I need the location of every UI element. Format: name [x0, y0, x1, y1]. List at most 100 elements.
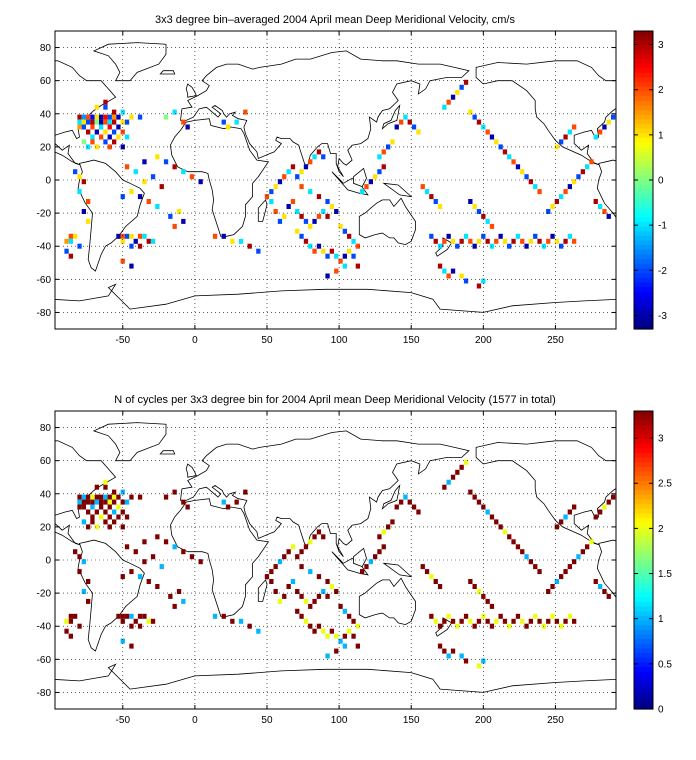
velocity-bin — [437, 263, 443, 269]
velocity-colorbar-segment — [634, 119, 653, 125]
velocity-x-tick-label: -50 — [116, 335, 131, 346]
velocity-bin — [64, 238, 69, 244]
cycles-colorbar-segment — [634, 699, 653, 705]
velocity-colorbar-segment — [634, 231, 653, 237]
cycles-bin — [230, 618, 235, 624]
velocity-colorbar-segment — [634, 96, 653, 102]
cycles-bin — [507, 534, 512, 540]
cycles-bin — [116, 494, 121, 500]
velocity-bin — [459, 238, 464, 244]
velocity-bin — [524, 174, 529, 180]
cycles-bin — [68, 633, 73, 639]
velocity-bin — [94, 104, 99, 110]
velocity-y-tick-label: 80 — [40, 43, 52, 54]
velocity-colorbar-segment — [634, 91, 653, 97]
cycles-bin — [308, 603, 313, 609]
cycles-x-tick-label: 100 — [331, 715, 348, 726]
velocity-colorbar-segment — [634, 296, 653, 302]
velocity-colorbar-segment — [634, 138, 653, 144]
cycles-colorbar-segment — [634, 546, 653, 552]
velocity-bin — [99, 114, 104, 120]
velocity-bin — [463, 79, 469, 85]
velocity-bin — [99, 124, 104, 130]
cycles-bin — [381, 529, 386, 535]
velocity-coastline — [55, 60, 117, 166]
velocity-bin — [411, 124, 417, 130]
cycles-bin — [137, 574, 143, 580]
velocity-bin — [269, 189, 274, 195]
cycles-bin — [124, 514, 130, 520]
velocity-bin — [342, 263, 347, 269]
cycles-x-tick-label: 0 — [192, 715, 198, 726]
velocity-bin — [533, 184, 538, 190]
cycles-coastline — [381, 484, 401, 510]
velocity-colorbar-segment — [634, 212, 653, 218]
velocity-bin — [142, 159, 147, 165]
cycles-bin — [163, 494, 169, 500]
velocity-colorbar-segment — [634, 166, 653, 172]
velocity-y-tick-label: -80 — [37, 308, 52, 319]
velocity-bin — [437, 204, 443, 209]
velocity-bin — [329, 204, 334, 209]
velocity-bin — [107, 134, 112, 140]
cycles-bin — [321, 589, 326, 594]
velocity-bin — [103, 139, 108, 145]
cycles-colorbar-segment — [634, 541, 653, 547]
velocity-colorbar-segment — [634, 259, 653, 265]
cycles-coastline — [475, 440, 616, 546]
velocity-bin — [351, 238, 356, 244]
velocity-bin — [498, 233, 503, 239]
cycles-colorbar-segment — [634, 671, 653, 678]
velocity-colorbar-segment — [634, 301, 653, 307]
velocity-bin — [116, 233, 121, 239]
velocity-colorbar-segment — [634, 100, 653, 107]
velocity-bin — [312, 218, 317, 224]
cycles-bin — [124, 499, 130, 505]
velocity-bin — [321, 209, 326, 214]
cycles-colorbar-tick-label: 3 — [658, 434, 664, 445]
velocity-x-ticks: -50 0 50 100 150 200 250 — [116, 31, 564, 346]
cycles-bin — [303, 598, 309, 604]
cycles-bin — [295, 608, 300, 614]
velocity-bin — [338, 223, 343, 229]
cycles-bin — [77, 494, 82, 500]
velocity-bin — [563, 134, 568, 140]
cycles-coastline — [92, 422, 167, 462]
cycles-bin — [554, 579, 559, 584]
cycles-colorbar-segment — [634, 499, 653, 505]
cycles-bin — [593, 514, 598, 520]
velocity-bin — [390, 139, 395, 145]
cycles-bin — [286, 549, 291, 555]
cycles-bin — [277, 598, 283, 604]
velocity-bin — [554, 199, 559, 204]
velocity-bin — [303, 238, 309, 244]
velocity-bin — [481, 233, 486, 239]
velocity-bin — [103, 129, 108, 135]
cycles-bin — [155, 534, 160, 540]
cycles-bin — [481, 613, 486, 619]
cycles-bin — [576, 554, 581, 560]
velocity-bin — [450, 268, 456, 274]
cycles-bin — [515, 544, 521, 550]
velocity-colorbar-segment — [634, 72, 653, 79]
cycles-bin — [303, 544, 309, 550]
cycles-bin — [312, 628, 317, 634]
cycles-bin — [308, 623, 313, 629]
velocity-colorbar-segment — [634, 175, 653, 181]
cycles-bin — [446, 479, 451, 485]
cycles-bin — [360, 569, 365, 575]
velocity-bin — [308, 223, 313, 229]
velocity-bin — [554, 144, 559, 150]
cycles-bin — [572, 504, 577, 510]
cycles-bin — [103, 499, 108, 505]
velocity-bin — [64, 248, 69, 254]
cycles-y-tick-label: -60 — [37, 655, 52, 666]
cycles-bin — [334, 648, 339, 654]
cycles-bin — [355, 623, 360, 629]
velocity-bin — [550, 204, 555, 209]
cycles-colorbar-segment — [634, 434, 653, 440]
velocity-bin — [476, 209, 482, 214]
velocity-coastline — [92, 42, 167, 82]
velocity-bin — [459, 84, 464, 90]
velocity-bin — [81, 119, 86, 125]
